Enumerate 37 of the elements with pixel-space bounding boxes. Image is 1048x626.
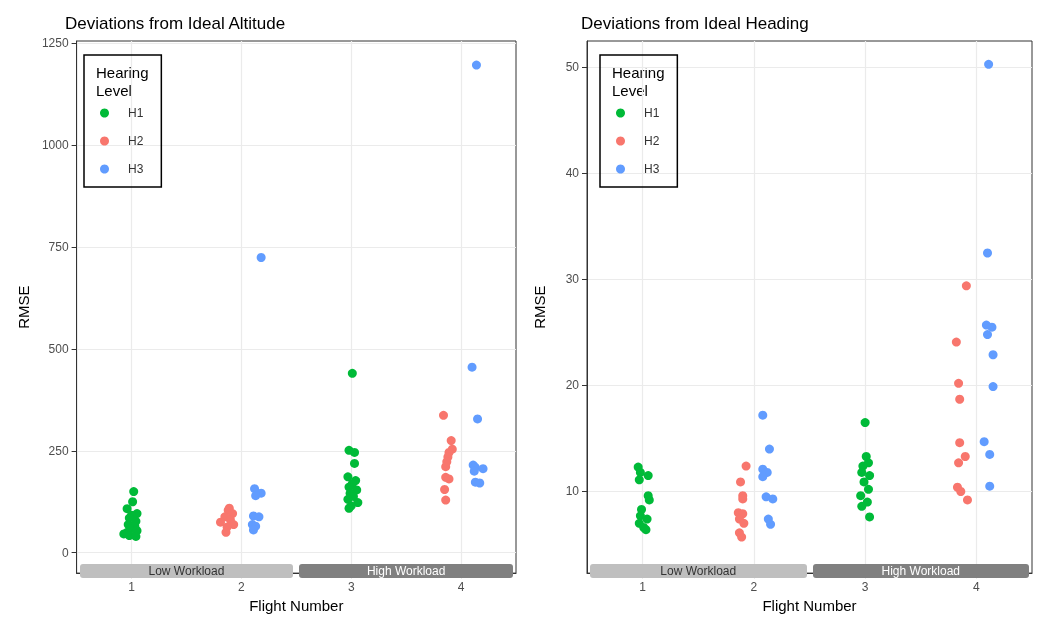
y-tick-label: 750	[48, 239, 69, 254]
legend-label: H1	[644, 106, 660, 120]
x-tick-label: 1	[128, 580, 136, 595]
chart-title: Deviations from Ideal Altitude	[65, 14, 286, 33]
x-tick-label: 1	[639, 580, 647, 595]
y-tick-label: 20	[565, 378, 580, 393]
annotation: Low Workload	[148, 564, 225, 578]
y-tick-label: 40	[565, 166, 580, 181]
annotation: High Workload	[366, 564, 446, 578]
legend-label: H2	[644, 134, 660, 148]
legend-label: H3	[128, 162, 144, 176]
x-tick-label: 2	[238, 580, 246, 595]
legend-title: Hearing Level	[612, 63, 665, 99]
x-tick-label: 4	[973, 580, 981, 595]
x-tick-label: 4	[457, 580, 465, 595]
x-tick-label: 3	[861, 580, 869, 595]
y-axis-title: RMSE	[531, 285, 548, 329]
y-tick-label: 500	[48, 341, 69, 356]
legend-label: H1	[128, 106, 144, 120]
x-axis-title: Flight Number	[249, 597, 344, 614]
y-tick-label: 0	[61, 545, 69, 560]
y-tick-label: 250	[48, 443, 69, 458]
y-tick-label: 1000	[41, 137, 69, 152]
legend-label: H2	[128, 134, 144, 148]
chart-title: Deviations from Ideal Heading	[581, 14, 809, 33]
y-tick-label: 30	[565, 272, 580, 287]
y-tick-label: 10	[565, 484, 580, 499]
legend-label: H3	[644, 162, 660, 176]
y-tick-label: 50	[565, 60, 580, 75]
x-tick-label: 3	[347, 580, 355, 595]
annotation: Low Workload	[660, 564, 737, 578]
y-axis-title: RMSE	[15, 285, 32, 329]
x-axis-title: Flight Number	[762, 597, 857, 614]
x-tick-label: 2	[750, 580, 758, 595]
legend-title: Hearing Level	[96, 63, 149, 99]
y-tick-label: 1250	[41, 36, 69, 51]
annotation: High Workload	[881, 564, 960, 578]
